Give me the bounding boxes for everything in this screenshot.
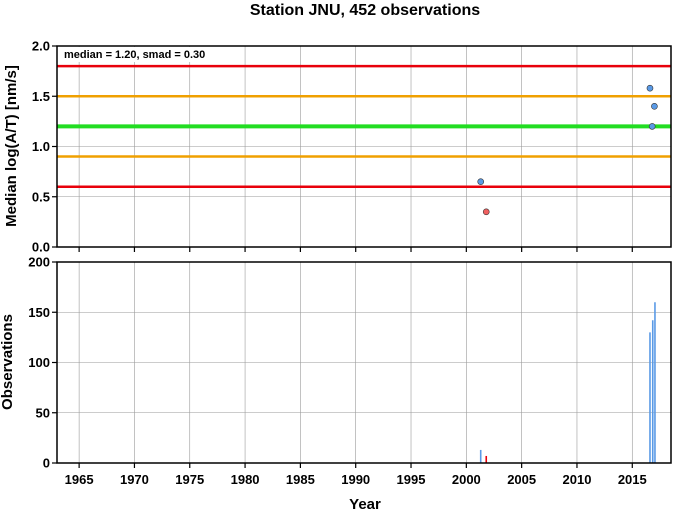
x-tick-label: 1985	[286, 472, 315, 487]
x-tick-label: 1980	[231, 472, 260, 487]
bottom-y-tick-label: 150	[28, 305, 50, 320]
annotation-text: median = 1.20, smad = 0.30	[64, 49, 205, 61]
x-axis-title: Year	[349, 496, 381, 511]
x-tick-label: 2000	[452, 472, 481, 487]
x-tick-label: 1975	[175, 472, 204, 487]
top-y-tick-label: 1.0	[32, 139, 50, 154]
bottom-y-axis-title: Observations	[0, 314, 16, 410]
bottom-y-tick-label: 200	[28, 255, 50, 270]
annotation-background	[60, 47, 220, 62]
bottom-y-tick-label: 100	[28, 355, 50, 370]
data-point	[482, 208, 490, 216]
bottom-y-tick-label: 0	[43, 456, 50, 471]
data-point	[651, 103, 658, 110]
data-point	[646, 84, 654, 92]
bottom-panel-x-ticks: 1965 1970 1975 1980 1985 1990 1995 2000 2005 2010…	[65, 247, 647, 487]
top-panel-grid	[57, 45, 671, 248]
x-tick-label: 2015	[618, 472, 647, 487]
bottom-y-tick-label: 50	[36, 405, 50, 420]
top-y-tick-label: 2.0	[32, 39, 50, 54]
data-point	[648, 123, 656, 130]
top-panel-points	[477, 84, 658, 216]
x-tick-label: 1990	[341, 472, 370, 487]
top-panel-y-ticks: 0.0 0.5 1.0 1.5 2.0	[32, 39, 57, 255]
bottom-panel-y-ticks: 0 50 100 150 200	[28, 255, 57, 471]
data-point	[477, 178, 485, 185]
top-y-tick-label: 0.0	[32, 240, 50, 255]
top-y-tick-label: 1.5	[32, 89, 50, 104]
bottom-panel-bars	[479, 302, 656, 463]
x-tick-label: 1995	[397, 472, 426, 487]
top-y-axis-title: Median log(A/T) [nm/s]	[3, 65, 20, 227]
top-y-tick-label: 0.5	[32, 189, 50, 204]
top-panel-reference-lines	[57, 64, 671, 188]
x-tick-label: 1970	[120, 472, 149, 487]
x-tick-label: 2005	[507, 472, 536, 487]
bottom-panel-grid	[57, 261, 671, 464]
x-tick-label: 1965	[65, 472, 94, 487]
x-tick-label: 2010	[563, 472, 592, 487]
chart-title: Station JNU, 452 observations	[250, 2, 480, 19]
